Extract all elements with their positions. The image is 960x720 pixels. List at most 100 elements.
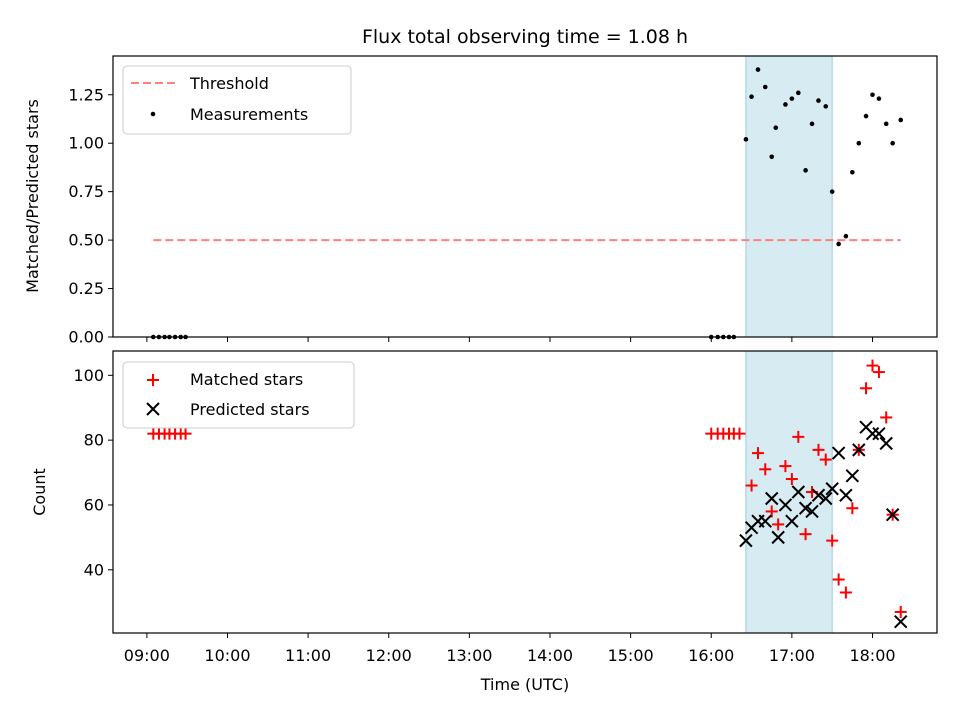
bottom-y-ticks: 40 60 80 100 bbox=[73, 366, 113, 579]
measurement-point bbox=[749, 94, 754, 99]
predicted-star-point bbox=[771, 530, 785, 545]
x-axis-label: Time (UTC) bbox=[480, 675, 569, 694]
predicted-star-point bbox=[785, 514, 799, 528]
predicted-star-point bbox=[894, 614, 908, 629]
measurement-point bbox=[856, 140, 862, 146]
bottom-legend: Matched stars Predicted stars bbox=[122, 361, 355, 429]
predicted-star-point bbox=[879, 436, 893, 451]
measurement-points bbox=[151, 67, 904, 340]
predicted-star-point bbox=[845, 469, 860, 483]
matched-star-point bbox=[779, 460, 792, 473]
predicted-star-point bbox=[778, 498, 793, 512]
predicted-star-point bbox=[765, 491, 779, 506]
predicted-star-stroke bbox=[865, 426, 880, 441]
x-tick-label: 13:00 bbox=[446, 646, 492, 665]
predicted-star-stroke bbox=[819, 491, 833, 506]
measurement-point bbox=[762, 84, 768, 90]
matched-star-point bbox=[832, 573, 845, 586]
predicted-star-stroke bbox=[845, 469, 860, 483]
x-tick-label: 10:00 bbox=[204, 646, 250, 665]
x-tick-label: 18:00 bbox=[849, 646, 895, 665]
x-tick-label: 11:00 bbox=[285, 646, 331, 665]
matched-star-point bbox=[860, 382, 873, 395]
top-y-ticks: 0.00 0.25 0.50 0.75 1.00 1.25 bbox=[68, 85, 113, 347]
predicted-star-stroke bbox=[879, 436, 893, 451]
predicted-star-stroke bbox=[791, 485, 806, 499]
predicted-star-point bbox=[798, 501, 813, 515]
bottom-panel: 40 60 80 100 09:00 10:00 11:00 12:00 13:00 14:00… bbox=[30, 350, 938, 694]
y-tick-label: 60 bbox=[84, 495, 104, 514]
matched-star-points bbox=[147, 359, 907, 618]
y-tick-label: 40 bbox=[84, 560, 104, 579]
x-tick-label: 15:00 bbox=[608, 646, 654, 665]
measurement-point bbox=[755, 67, 761, 72]
legend-measurements-swatch bbox=[150, 111, 156, 117]
predicted-star-stroke bbox=[771, 530, 785, 545]
x-tick-label: 14:00 bbox=[527, 646, 573, 665]
measurement-point bbox=[783, 102, 788, 107]
y-tick-label: 0.50 bbox=[68, 231, 104, 250]
predicted-star-stroke bbox=[785, 514, 799, 528]
bottom-x-ticks: 09:00 10:00 11:00 12:00 13:00 14:00 15:00 16:00… bbox=[124, 633, 896, 665]
predicted-star-point bbox=[839, 488, 853, 502]
matched-star-point bbox=[785, 473, 798, 486]
predicted-star-point bbox=[758, 514, 772, 528]
bottom-legend-box bbox=[122, 361, 355, 429]
measurement-point bbox=[803, 168, 808, 173]
predicted-star-point bbox=[831, 446, 846, 460]
x-tick-label: 12:00 bbox=[366, 646, 412, 665]
measurement-point bbox=[809, 121, 815, 127]
predicted-star-stroke bbox=[894, 614, 908, 629]
measurement-point bbox=[863, 113, 869, 119]
top-legend: Threshold Measurements bbox=[122, 65, 352, 135]
legend-matched-label: Matched stars bbox=[190, 370, 303, 389]
chart-title: Flux total observing time = 1.08 h bbox=[362, 26, 688, 48]
y-tick-label: 0.00 bbox=[68, 328, 104, 347]
predicted-star-point bbox=[825, 482, 839, 496]
y-tick-label: 0.75 bbox=[68, 182, 104, 201]
predicted-star-point bbox=[811, 488, 826, 502]
legend-predicted-label: Predicted stars bbox=[190, 400, 310, 419]
matched-star-point bbox=[819, 453, 832, 466]
predicted-star-stroke bbox=[811, 488, 826, 502]
measurement-point bbox=[843, 233, 849, 239]
matched-star-point bbox=[839, 586, 852, 599]
predicted-star-point bbox=[819, 491, 833, 506]
matched-star-point bbox=[866, 359, 879, 372]
bottom-axes-frame bbox=[112, 350, 938, 634]
measurement-point bbox=[829, 189, 835, 194]
predicted-star-stroke bbox=[859, 420, 873, 434]
bottom-y-axis-label: Count bbox=[30, 468, 49, 516]
predicted-star-stroke bbox=[831, 446, 846, 460]
matched-star-point bbox=[880, 411, 893, 424]
matched-star-point bbox=[846, 502, 859, 515]
matched-star-point bbox=[872, 366, 885, 379]
matched-star-point bbox=[752, 447, 765, 460]
predicted-star-point bbox=[739, 533, 753, 548]
predicted-star-point bbox=[805, 504, 819, 519]
predicted-star-point bbox=[885, 507, 900, 522]
top-shaded-span bbox=[745, 55, 833, 338]
measurement-point bbox=[769, 154, 775, 160]
measurement-point bbox=[743, 137, 749, 142]
measurement-point bbox=[796, 90, 801, 96]
matched-star-point bbox=[792, 430, 805, 443]
predicted-star-stroke bbox=[798, 501, 813, 515]
legend-measurements-label: Measurements bbox=[190, 105, 308, 124]
measurement-point bbox=[816, 98, 821, 103]
predicted-star-point bbox=[872, 426, 886, 441]
top-axes-frame bbox=[112, 55, 938, 338]
x-tick-label: 09:00 bbox=[124, 646, 170, 665]
legend-predicted-swatch bbox=[146, 402, 160, 416]
measurement-point bbox=[836, 241, 841, 247]
x-tick-label: 17:00 bbox=[769, 646, 815, 665]
measurement-point bbox=[898, 117, 904, 123]
predicted-star-stroke bbox=[872, 426, 886, 441]
bottom-shaded-span bbox=[745, 350, 833, 634]
y-tick-label: 100 bbox=[73, 366, 104, 385]
predicted-star-stroke bbox=[765, 491, 779, 506]
matched-star-point bbox=[826, 534, 839, 547]
predicted-star-point bbox=[791, 485, 806, 499]
predicted-star-stroke bbox=[739, 533, 753, 548]
matched-star-point bbox=[179, 427, 192, 440]
